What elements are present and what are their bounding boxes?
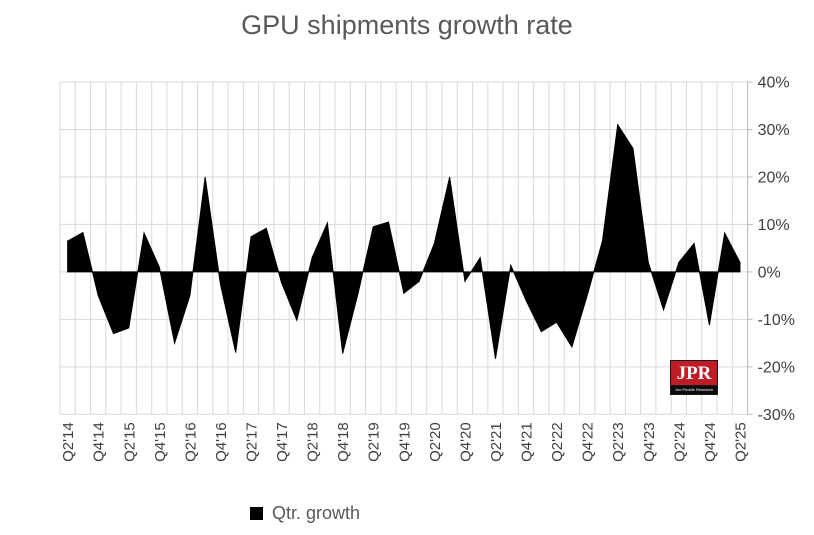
x-axis-label: Q2'25 [732, 422, 749, 462]
x-axis-label: Q2'20 [427, 422, 444, 462]
x-axis-label: Q4'14 [91, 422, 108, 462]
x-axis-label: Q2'19 [366, 422, 383, 462]
legend-marker-square [250, 507, 263, 520]
x-axis-label: Q2'21 [488, 422, 505, 462]
jpr-logo: JPR Jon Peddie Research [670, 360, 718, 395]
legend-label: Qtr. growth [272, 503, 361, 523]
y-axis-label: -10% [758, 312, 795, 329]
x-axis-label: Q2'14 [60, 422, 77, 462]
x-axis-label: Q2'24 [671, 422, 688, 462]
y-axis-label: 30% [758, 122, 790, 139]
y-axis-label: -30% [758, 407, 795, 424]
x-axis-label: Q2'18 [305, 422, 322, 462]
y-axis-label: 10% [758, 217, 790, 234]
x-axis-label: Q4'23 [641, 422, 658, 462]
x-axis-label: Q2'15 [121, 422, 138, 462]
x-axis-label: Q4'22 [580, 422, 597, 462]
area-series-qtr-growth [67, 123, 741, 359]
y-axis-label: 0% [758, 264, 781, 281]
x-axis-label: Q4'21 [519, 422, 536, 462]
x-axis-label: Q4'17 [274, 422, 291, 462]
jpr-logo-subtext: Jon Peddie Research [671, 386, 717, 394]
x-axis-label: Q4'15 [152, 422, 169, 462]
y-axis-label: 40% [758, 75, 790, 92]
x-axis-label: Q4'19 [396, 422, 413, 462]
chart-title: GPU shipments growth rate [241, 10, 573, 40]
jpr-logo-text: JPR [671, 361, 717, 386]
x-axis-label: Q2'23 [610, 422, 627, 462]
x-axis-label: Q4'24 [702, 422, 719, 462]
x-axis-label: Q2'22 [549, 422, 566, 462]
x-axis-label: Q2'16 [182, 422, 199, 462]
x-axis-label: Q4'20 [457, 422, 474, 462]
y-axis-label: 20% [758, 169, 790, 186]
legend: Qtr. growth [250, 503, 360, 524]
x-axis-label: Q4'18 [335, 422, 352, 462]
x-axis-label: Q2'17 [244, 422, 261, 462]
x-axis-label: Q4'16 [213, 422, 230, 462]
y-axis-label: -20% [758, 359, 795, 376]
